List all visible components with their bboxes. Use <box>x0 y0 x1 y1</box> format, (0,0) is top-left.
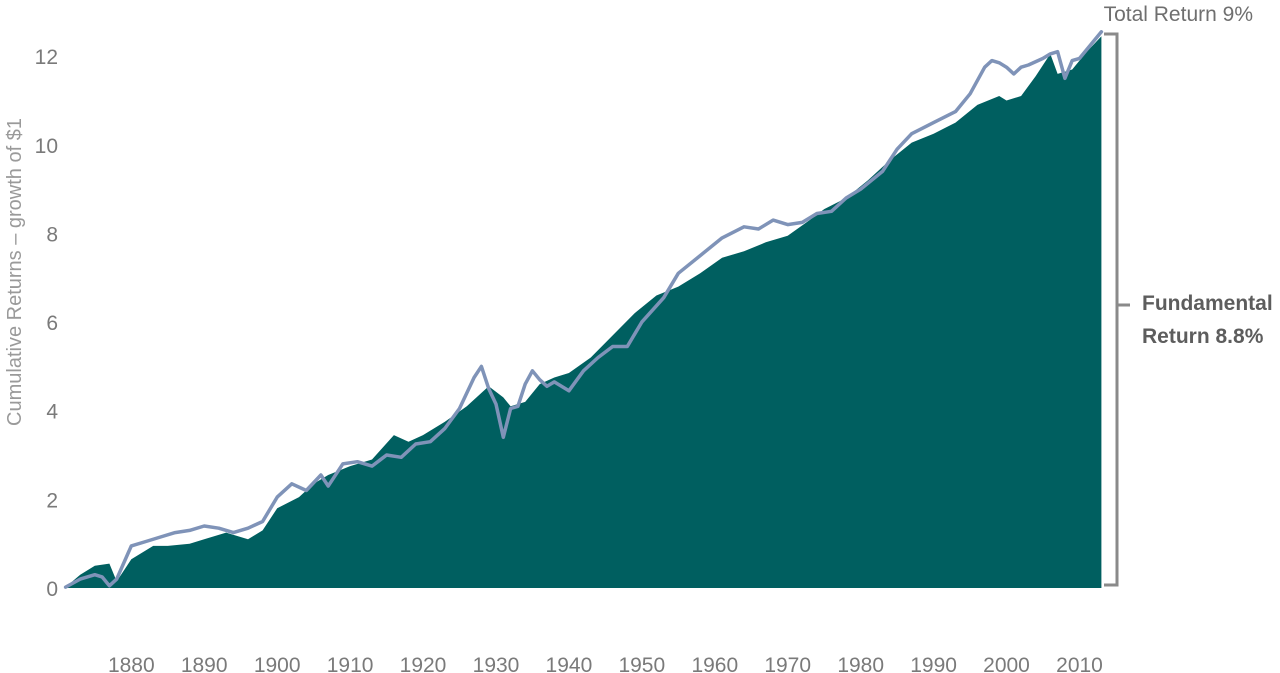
x-tick-label: 2010 <box>1056 654 1103 673</box>
total-return-line-layer <box>63 30 1104 589</box>
fundamental-return-bracket <box>1104 32 1130 587</box>
x-tick-label: 1920 <box>400 654 447 673</box>
y-tick-label: 0 <box>46 578 58 601</box>
fundamental-return-area-layer <box>65 36 1102 588</box>
x-tick-label: 1980 <box>837 654 884 673</box>
y-tick-label: 6 <box>46 312 58 335</box>
x-tick-label: 2000 <box>983 654 1030 673</box>
x-tick-label: 1890 <box>181 654 228 673</box>
x-tick-label: 1960 <box>691 654 738 673</box>
y-tick-label: 2 <box>46 489 58 512</box>
y-axis-title: Cumulative Returns – growth of $1 <box>4 118 26 426</box>
y-tick-label: 8 <box>46 223 58 246</box>
y-tick-label: 10 <box>35 135 58 158</box>
fundamental-return-label-line2: Return 8.8% <box>1142 325 1264 348</box>
fundamental-return-label-line1: Fundamental <box>1142 292 1273 315</box>
x-tick-label: 1970 <box>764 654 811 673</box>
x-tick-label: 1990 <box>910 654 957 673</box>
x-tick-label: 1880 <box>108 654 155 673</box>
x-tick-label: 1940 <box>546 654 593 673</box>
y-axis-ticks: 0 2 4 6 8 10 12 <box>35 46 59 601</box>
x-tick-label: 1930 <box>473 654 520 673</box>
y-tick-label: 12 <box>35 46 58 69</box>
x-tick-label: 1900 <box>254 654 301 673</box>
y-tick-label: 4 <box>46 401 58 424</box>
x-axis-ticks: 1880 1890 1900 1910 1920 1930 1940 1950 1960 1970… <box>108 654 1103 673</box>
x-tick-label: 1910 <box>327 654 374 673</box>
total-return-label: Total Return 9% <box>1104 3 1253 26</box>
series-line-1 <box>63 30 1104 589</box>
x-tick-label: 1950 <box>618 654 665 673</box>
series-area-0 <box>65 36 1102 588</box>
